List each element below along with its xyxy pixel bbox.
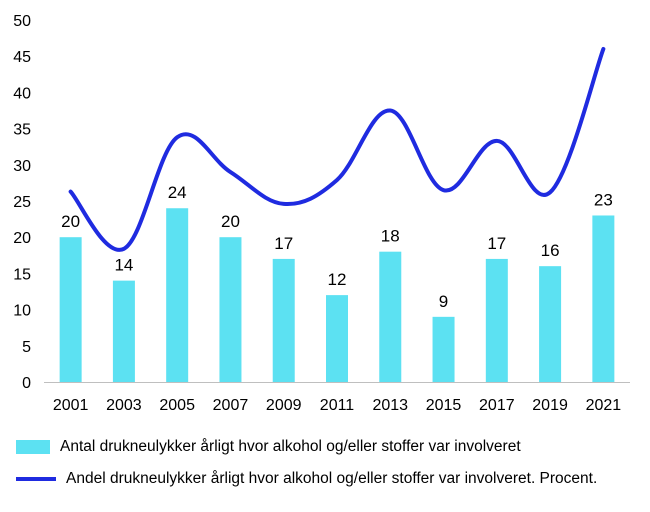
bar: [485, 258, 508, 382]
bar-data-label: 23: [594, 190, 613, 209]
bar-data-label: 20: [221, 212, 240, 231]
x-tick-label: 2013: [372, 397, 408, 414]
x-tick-label: 2009: [266, 397, 302, 414]
y-tick-label: 20: [13, 230, 31, 247]
bar-data-label: 18: [381, 227, 400, 246]
bar-data-label: 17: [487, 234, 506, 253]
bar-data-label: 24: [168, 183, 187, 202]
bar-series: [59, 208, 615, 382]
legend-line-label: Andel drukneulykker årligt hvor alkohol …: [66, 470, 598, 487]
y-tick-label: 30: [13, 158, 31, 175]
x-tick-label: 2001: [53, 397, 89, 414]
bar: [59, 237, 82, 382]
y-tick-label: 40: [13, 85, 31, 102]
bar: [272, 258, 295, 382]
x-tick-label: 2019: [532, 397, 568, 414]
x-tick-label: 2003: [106, 397, 142, 414]
x-tick-label: 2021: [586, 397, 622, 414]
bar-data-label: 12: [328, 270, 347, 289]
line-series: [68, 46, 606, 252]
bar-data-label: 14: [114, 256, 133, 275]
legend-bar-swatch: [16, 440, 50, 454]
bar-data-label: 9: [439, 292, 448, 311]
bar: [539, 266, 562, 382]
x-tick-label: 2017: [479, 397, 515, 414]
bar: [592, 215, 615, 382]
bar: [166, 208, 189, 382]
bar: [326, 295, 348, 382]
x-tick-label: 2011: [320, 397, 355, 414]
bar-data-label: 16: [541, 241, 560, 260]
bar: [379, 251, 402, 382]
y-tick-label: 5: [22, 339, 31, 356]
y-tick-label: 0: [22, 375, 31, 392]
x-tick-label: 2015: [426, 397, 462, 414]
y-axis-ticks: 0 5 10 15 20 25 30 35 40 45 50: [13, 13, 31, 392]
legend-item-bar: Antal drukneulykker årligt hvor alkohol …: [16, 432, 650, 462]
y-tick-label: 45: [13, 49, 31, 66]
y-tick-label: 15: [13, 266, 31, 283]
y-tick-label: 25: [13, 194, 31, 211]
y-tick-label: 50: [13, 13, 31, 30]
y-tick-label: 10: [13, 303, 31, 320]
x-axis-ticks: 2001 2003 2005 2007 2009 2011 2013 2015 2017 2019…: [53, 397, 621, 414]
legend-bar-label: Antal drukneulykker årligt hvor alkohol …: [60, 438, 521, 455]
bar: [112, 280, 135, 382]
bar-data-label: 17: [274, 234, 293, 253]
line-series-path: [68, 46, 606, 252]
bar-data-labels: 20 14 24 20 17 12 18 9 17 16 23: [61, 183, 613, 311]
bar: [219, 237, 242, 382]
bar-data-label: 20: [61, 212, 80, 231]
x-tick-label: 2005: [159, 397, 195, 414]
legend-line-swatch: [16, 477, 56, 481]
bar: [432, 316, 455, 382]
legend-item-line: Andel drukneulykker årligt hvor alkohol …: [16, 464, 650, 494]
y-tick-label: 35: [13, 122, 31, 139]
x-tick-label: 2007: [213, 397, 249, 414]
